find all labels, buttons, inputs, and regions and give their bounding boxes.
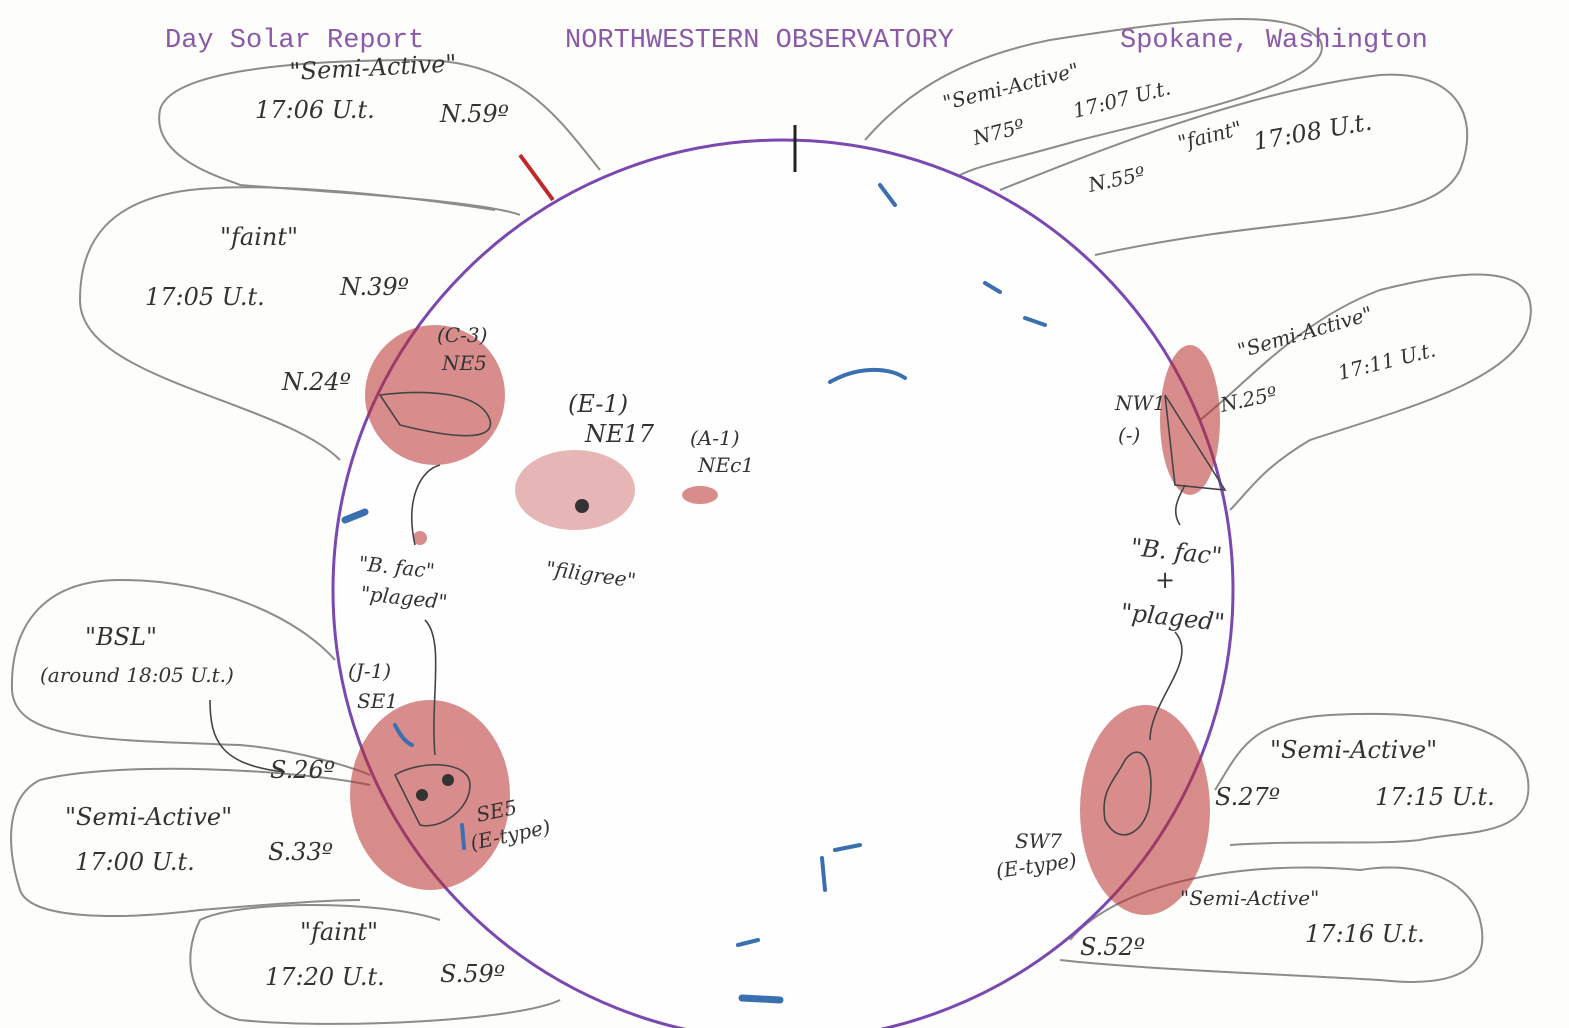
status: "faint" [300, 918, 378, 946]
filament [738, 994, 784, 1004]
bubble [864, 18, 1323, 176]
bubble [189, 904, 561, 1025]
region-outline [1164, 394, 1227, 491]
region-code: SE1 [357, 689, 398, 713]
bubble [78, 186, 496, 461]
filament [833, 843, 862, 852]
note: + [1155, 566, 1175, 594]
bubble [10, 767, 371, 917]
time: 17:08 U.t. [1251, 108, 1374, 156]
bubble [158, 58, 601, 216]
latitude: S.26º [270, 756, 335, 784]
filament [1023, 316, 1047, 327]
time: 17:16 U.t. [1305, 920, 1425, 948]
pointer [1175, 484, 1186, 526]
bubble [999, 73, 1469, 256]
filament [393, 723, 414, 747]
sunspot [416, 789, 428, 801]
region-outline [1103, 751, 1152, 836]
time: 17:07 U.t. [1070, 75, 1173, 122]
plage [1080, 705, 1210, 915]
region-code: SW7 [1015, 829, 1062, 853]
filament [341, 508, 369, 524]
region-id: (-) [1118, 423, 1140, 447]
region-outline [393, 763, 471, 827]
report-title: Day Solar Report [165, 26, 424, 56]
time: (around 18:05 U.t.) [40, 663, 234, 687]
filament [460, 823, 466, 850]
location: Spokane, Washington [1120, 26, 1428, 56]
time: 17:00 U.t. [75, 848, 195, 876]
solar-disk [331, 138, 1235, 1028]
plage [365, 325, 505, 465]
plage [350, 700, 510, 890]
filament [736, 938, 760, 947]
pointer [209, 699, 286, 773]
status: "faint" [220, 223, 298, 251]
bubble [1214, 712, 1530, 846]
callout-bubbles [10, 18, 1532, 1025]
sunspot [575, 499, 589, 513]
status: "Semi-Active" [940, 58, 1081, 115]
pointer [1149, 631, 1183, 741]
bubble [1199, 273, 1532, 511]
latitude: N.24º [281, 368, 351, 396]
region-code: NW1 [1114, 391, 1166, 415]
filament [828, 367, 907, 384]
spot [413, 531, 427, 545]
latitude: N.39º [339, 273, 409, 301]
status: "Semi-Active" [1235, 301, 1376, 362]
filigree [515, 450, 635, 530]
prominence [518, 153, 555, 202]
time: 17:05 U.t. [145, 283, 265, 311]
latitude: N.25º [1217, 381, 1279, 417]
filament [878, 183, 897, 207]
region-id: (C-3) [437, 323, 487, 347]
plage [682, 486, 718, 504]
time: 17:15 U.t. [1375, 783, 1495, 811]
status: "Semi-Active" [1270, 736, 1437, 764]
status: "BSL" [85, 623, 157, 651]
latitude: S.33º [268, 838, 333, 866]
latitude: S.27º [1215, 783, 1280, 811]
filaments [341, 183, 1047, 1004]
plage [1160, 345, 1220, 495]
latitude: N.55º [1085, 161, 1147, 197]
region-code: NE17 [584, 420, 655, 448]
region-code: NE5 [441, 351, 487, 375]
latitude: N75º [969, 114, 1027, 150]
latitude: N.59º [439, 100, 509, 128]
time: 17:06 U.t. [255, 96, 375, 124]
bubble [10, 578, 371, 776]
status: "Semi-Active" [1180, 886, 1319, 910]
status: "Semi-Active" [65, 803, 232, 831]
region-id: (A-1) [690, 426, 740, 450]
time: 17:20 U.t. [265, 963, 385, 991]
region-id: (J-1) [348, 659, 391, 683]
pointer [411, 464, 441, 546]
sunspot [442, 774, 454, 786]
time: 17:11 U.t. [1335, 337, 1438, 384]
region-outline [378, 391, 492, 437]
bubble [1059, 866, 1484, 983]
latitude: S.52º [1080, 933, 1145, 961]
latitude: S.59º [440, 960, 505, 988]
filament [983, 281, 1002, 294]
pointer [424, 619, 437, 756]
observatory: NORTHWESTERN OBSERVATORY [565, 26, 954, 56]
region-id: (E-1) [568, 390, 628, 418]
region-code: NEc1 [697, 453, 754, 477]
filament [820, 856, 827, 892]
